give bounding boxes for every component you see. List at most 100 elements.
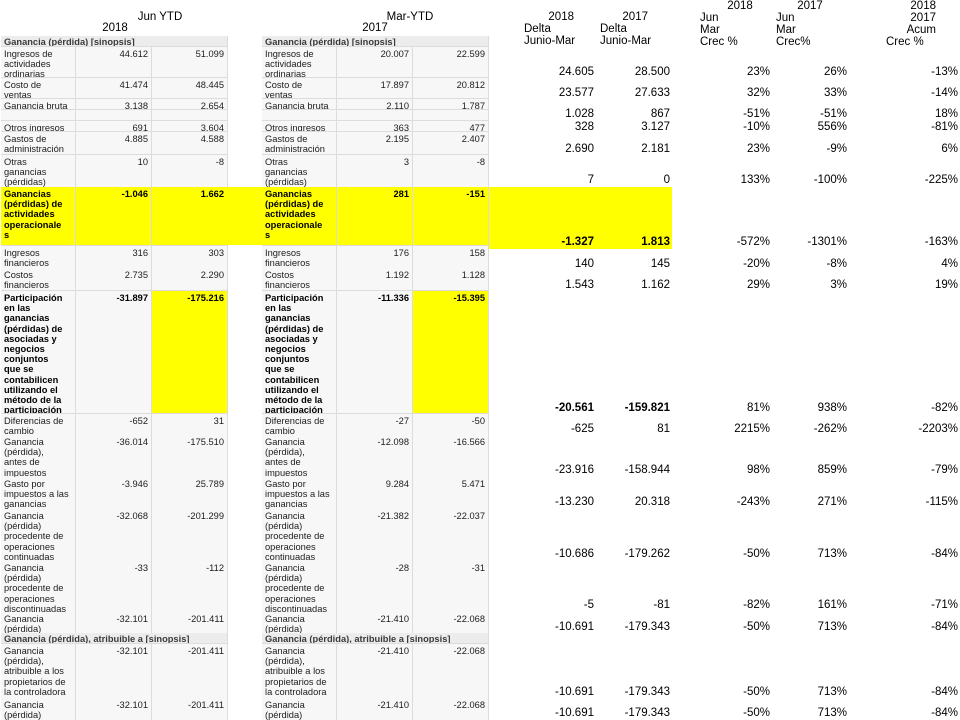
crec-jun-mar-2018: 2215% — [734, 423, 770, 435]
delta-2018-value: -20.561 — [554, 402, 594, 414]
crec-jun-mar-2018: 32% — [746, 87, 770, 99]
left-row-value-a: -33 — [76, 561, 151, 612]
crec-acum: -71% — [931, 599, 958, 611]
header-acum-year1: 2018 — [910, 0, 936, 12]
delta-2017-value: 3.127 — [641, 121, 670, 133]
left-row-label: Costo de ventas — [1, 78, 75, 98]
header-jun-label2: Mar — [700, 24, 720, 36]
crec-acum: -84% — [931, 686, 958, 698]
header-delta17-period: Junio-Mar — [600, 35, 652, 47]
crec-jun-mar-2018: -50% — [743, 686, 770, 698]
delta-2017-value: -179.343 — [624, 707, 670, 719]
header-delta18-year: 2018 — [548, 11, 574, 23]
left-row-label: Otras ganancias (pérdidas) — [1, 155, 75, 187]
crec-jun-mar-2017: -100% — [813, 174, 847, 186]
delta-2018-value: 1.028 — [565, 108, 594, 120]
crec-jun-mar-2017: 713% — [817, 621, 847, 633]
mid-row-label: Costo de ventas — [262, 78, 336, 98]
delta-2017-value: -179.343 — [624, 686, 670, 698]
crec-jun-mar-2018: -243% — [736, 496, 770, 508]
crec-jun-mar-2017: 556% — [817, 121, 847, 133]
delta-2017-value: 20.318 — [634, 496, 670, 508]
delta-2017-value: -159.821 — [624, 402, 670, 414]
left-row-value-a: -3.946 — [76, 477, 151, 509]
crec-jun-mar-2018: -50% — [743, 548, 770, 560]
left-row-value-a — [76, 110, 151, 120]
mid-row-label: Gasto por impuestos a las ganancias — [262, 477, 336, 509]
mid-row-value-b: 158 — [413, 246, 488, 268]
header-jun-label3: Crec % — [700, 36, 738, 48]
left-row-label: Participación en las ganancias (pérdidas… — [1, 291, 75, 413]
delta-2017-value: -179.262 — [624, 548, 670, 560]
header-mar-label3: Crec% — [776, 36, 811, 48]
left-row-value-b: 51.099 — [152, 47, 227, 77]
crec-jun-mar-2017: -8% — [826, 258, 847, 270]
header-jun-year: 2018 — [727, 0, 753, 12]
crec-jun-mar-2018: -50% — [743, 707, 770, 719]
highlight-operational-profit — [489, 187, 672, 249]
mid-row-value-a: 1.192 — [337, 268, 412, 290]
delta-2018-value: 328 — [574, 121, 594, 133]
crec-jun-mar-2018: -50% — [743, 621, 770, 633]
left-row-label: Ganancia (pérdida), atribuible a los pro… — [1, 644, 75, 698]
header-delta18-label: Delta — [524, 23, 551, 35]
left-row-value-b: -201.411 — [152, 698, 227, 720]
left-row-value-b: 303 — [152, 246, 227, 268]
mid-row-label: Ganancia (pérdida), atribuible a los pro… — [262, 644, 336, 698]
delta-2018-value: 23.577 — [558, 87, 594, 99]
mid-row-value-a: 9.284 — [337, 477, 412, 509]
left-row-value-a: 2.735 — [76, 268, 151, 290]
header-year-2018: 2018 — [102, 22, 128, 34]
mid-row-label: Costos financieros — [262, 268, 336, 290]
left-row-value-b: -201.411 — [152, 644, 227, 698]
left-row-label: Gastos de administración — [1, 132, 75, 154]
mid-row-value-a: -27 — [337, 414, 412, 436]
mid-row-value-b: -22.037 — [413, 509, 488, 561]
delta-2018-value: -13.230 — [554, 496, 594, 508]
left-row-value-b: -201.299 — [152, 509, 227, 561]
header-mar-year: 2017 — [797, 0, 823, 12]
delta-2018-value: -10.686 — [554, 548, 594, 560]
mid-row-value-a: 363 — [337, 121, 412, 131]
mid-row-value-a: 176 — [337, 246, 412, 268]
delta-2017-value: -158.944 — [624, 464, 670, 476]
mid-section-header: Ganancia (pérdida) [sinopsis] — [262, 36, 488, 46]
header-delta17-label: Delta — [600, 23, 627, 35]
crec-jun-mar-2018: 29% — [746, 279, 770, 291]
mid-row-value-b: 20.812 — [413, 78, 488, 98]
delta-2017-value: 2.181 — [641, 143, 670, 155]
left-row-value-b: -175.510 — [152, 435, 227, 477]
header-mar-label1: Jun — [776, 12, 795, 24]
delta-2017-value: 0 — [663, 174, 670, 186]
header-delta17-year: 2017 — [622, 11, 648, 23]
crec-jun-mar-2018: -51% — [743, 108, 770, 120]
mid-row-label: Otros ingresos — [262, 121, 336, 131]
mid-row-label: Ganancia (pérdida) — [262, 612, 336, 633]
mid-row-value-a: -21.410 — [337, 644, 412, 698]
crec-jun-mar-2017: 859% — [817, 464, 847, 476]
mid-row-value-b: 22.599 — [413, 47, 488, 77]
mid-row-value-a: 2.110 — [337, 99, 412, 109]
delta-2018-value: -10.691 — [554, 686, 594, 698]
mid-row-value-a: 281 — [337, 187, 412, 245]
left-row-label: Ganancia (pérdida) — [1, 612, 75, 633]
crec-acum: -163% — [924, 236, 958, 248]
crec-acum: -84% — [931, 548, 958, 560]
left-row-label: Costos financieros — [1, 268, 75, 290]
crec-jun-mar-2018: 23% — [746, 143, 770, 155]
mid-row-value-a: -21.382 — [337, 509, 412, 561]
mid-row-value-a: -21.410 — [337, 612, 412, 633]
mid-row-label: Ganancia (pérdida) procedente de operaci… — [262, 509, 336, 561]
mid-row-value-b: -8 — [413, 155, 488, 187]
delta-2018-value: -10.691 — [554, 707, 594, 719]
delta-2017-value: 145 — [650, 258, 670, 270]
left-row-value-a: 44.612 — [76, 47, 151, 77]
crec-acum: 6% — [941, 143, 958, 155]
mid-row-value-a: 17.897 — [337, 78, 412, 98]
left-row-value-a: 41.474 — [76, 78, 151, 98]
delta-2017-value: -81 — [653, 599, 670, 611]
left-row-value-a: -32.068 — [76, 509, 151, 561]
crec-jun-mar-2018: 81% — [746, 402, 770, 414]
mid-row-label — [262, 110, 336, 120]
mid-row-value-b: 2.407 — [413, 132, 488, 154]
